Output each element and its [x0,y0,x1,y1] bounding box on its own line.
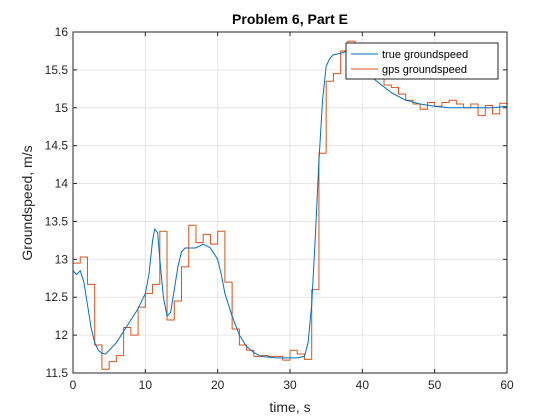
x-tick-label: 0 [70,378,77,392]
y-tick-label: 14 [55,177,69,191]
x-axis-label: time, s [269,399,310,415]
y-tick-label: 12.5 [45,290,69,304]
y-tick-label: 15 [55,101,69,115]
y-tick-label: 15.5 [45,63,69,77]
chart-title: Problem 6, Part E [232,11,348,27]
legend-box [345,42,499,80]
x-tick-label: 10 [139,378,153,392]
y-tick-label: 12 [55,328,69,342]
y-tick-label: 16 [55,25,69,39]
y-tick-label: 14.5 [45,139,69,153]
grid-lines [73,32,507,373]
axis-ticks: 0 10 20 30 40 50 60 11.5 12 12.5 13 13.5 14 14.5 15 15.… [45,25,514,392]
series-line-gps-groundspeed [73,40,507,370]
y-tick-label: 13.5 [45,214,69,228]
legend-entry-label: true groundspeed [382,49,468,61]
y-tick-label: 13 [55,252,69,266]
x-tick-label: 20 [211,378,225,392]
x-tick-label: 60 [500,378,514,392]
y-axis-label: Groundspeed, m/s [19,145,35,260]
y-tick-label: 11.5 [46,366,69,380]
legend: true groundspeed gps groundspeed [345,42,499,80]
legend-entry-label: gps groundspeed [382,64,467,76]
x-tick-label: 30 [283,378,297,392]
x-tick-label: 40 [356,378,370,392]
x-tick-label: 50 [428,378,442,392]
